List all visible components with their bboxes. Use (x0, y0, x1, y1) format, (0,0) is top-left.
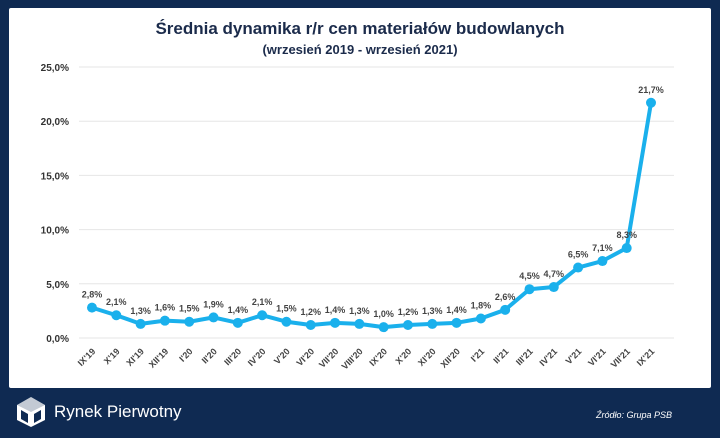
data-label: 8,3% (616, 230, 637, 240)
data-point (87, 302, 97, 313)
data-point (646, 97, 656, 108)
data-point (524, 284, 535, 295)
data-label: 2,6% (495, 292, 516, 302)
data-point (184, 316, 195, 327)
data-label: 1,2% (398, 307, 419, 317)
data-point (330, 317, 341, 328)
y-tick-label: 25,0% (41, 63, 69, 74)
data-point (573, 262, 584, 273)
x-tick-label: XII'20 (439, 346, 462, 369)
x-tick-label: I'20 (177, 346, 194, 363)
x-tick-label: III'20 (222, 346, 243, 367)
x-tick-label: II'20 (200, 346, 219, 365)
x-tick-label: XI'20 (416, 346, 438, 368)
data-point (232, 317, 243, 328)
data-label: 1,4% (446, 305, 467, 315)
data-point (548, 282, 559, 293)
data-point (475, 313, 486, 324)
data-label: 1,5% (179, 304, 200, 314)
x-tick-label: IX'20 (367, 346, 389, 368)
x-tick-label: II'21 (491, 346, 510, 365)
y-tick-label: 0,0% (46, 334, 69, 345)
data-point (378, 322, 389, 333)
data-label: 1,6% (155, 303, 176, 313)
series-line (91, 102, 653, 330)
data-point (305, 319, 316, 330)
data-label: 2,1% (106, 297, 127, 307)
x-tick-label: VIII'20 (340, 346, 365, 371)
data-label: 2,8% (82, 290, 103, 300)
x-tick-label: X'19 (102, 346, 122, 366)
data-point (451, 317, 462, 328)
data-label: 1,8% (471, 300, 492, 310)
y-tick-label: 15,0% (41, 171, 69, 182)
x-tick-label: III'21 (514, 346, 535, 367)
data-label: 6,5% (568, 250, 589, 260)
brand-name: Rynek Pierwotny (54, 402, 182, 421)
x-tick-label: VII'21 (609, 346, 632, 369)
data-label: 1,5% (276, 304, 297, 314)
data-point (597, 256, 608, 267)
x-tick-label: IX'21 (635, 346, 657, 368)
data-label: 1,4% (325, 305, 346, 315)
x-tick-label: X'20 (393, 346, 413, 366)
data-point (257, 310, 268, 321)
data-point (135, 318, 146, 329)
x-tick-label: VI'20 (294, 346, 316, 368)
chart-card: Średnia dynamika r/r cen materiałów budo… (9, 8, 711, 388)
data-label: 1,3% (349, 306, 370, 316)
chart-title: Średnia dynamika r/r cen materiałów budo… (155, 19, 564, 38)
data-label: 1,9% (203, 299, 224, 309)
data-label: 1,0% (373, 309, 394, 319)
data-label: 1,2% (300, 307, 321, 317)
data-point (208, 312, 219, 323)
source-note: Źródło: Grupa PSB (595, 410, 672, 420)
data-label: 7,1% (592, 243, 613, 253)
line-chart: Średnia dynamika r/r cen materiałów budo… (41, 19, 674, 372)
data-point (500, 304, 511, 315)
data-label: 2,1% (252, 297, 273, 307)
data-point (111, 310, 122, 321)
x-tick-label: XII'19 (147, 346, 170, 369)
x-tick-label: IV'21 (538, 346, 560, 368)
data-label: 1,3% (422, 306, 443, 316)
data-point (621, 243, 632, 254)
x-tick-label: IX'19 (76, 346, 98, 368)
data-point (402, 319, 413, 330)
data-label: 1,3% (130, 306, 151, 316)
x-tick-label: IV'20 (246, 346, 268, 368)
data-point (159, 315, 170, 326)
y-tick-label: 5,0% (46, 280, 69, 291)
data-label: 4,7% (544, 269, 565, 279)
x-tick-label: V'21 (564, 346, 584, 366)
x-tick-label: VI'21 (586, 346, 608, 368)
data-point (427, 318, 438, 329)
data-label: 1,4% (228, 305, 249, 315)
x-tick-label: XI'19 (124, 346, 146, 368)
y-tick-label: 20,0% (41, 117, 69, 128)
brand-logo: Rynek Pierwotny (16, 396, 182, 428)
x-tick-label: I'21 (469, 346, 486, 363)
y-tick-label: 10,0% (41, 226, 69, 237)
data-point (281, 316, 292, 327)
cube-logo-icon (17, 397, 45, 427)
x-tick-label: V'20 (272, 346, 292, 366)
data-point (354, 318, 365, 329)
chart-subtitle: (wrzesień 2019 - wrzesień 2021) (262, 42, 457, 57)
data-label: 4,5% (519, 271, 540, 281)
x-tick-label: VII'20 (317, 346, 340, 369)
data-label: 21,7% (638, 85, 664, 95)
